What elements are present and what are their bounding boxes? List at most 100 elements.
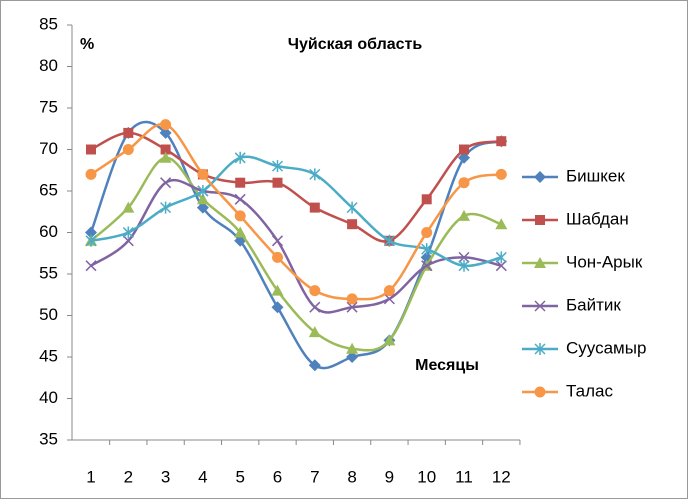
- x-tick-label: 6: [273, 467, 282, 486]
- data-point: [160, 144, 171, 155]
- legend-label: Шабдан: [566, 209, 629, 228]
- data-point: [234, 210, 246, 222]
- y-tick-label: 40: [39, 388, 58, 407]
- y-tick-label: 65: [39, 180, 58, 199]
- data-point: [272, 251, 283, 263]
- data-point: [495, 218, 508, 230]
- data-point: [383, 293, 395, 305]
- data-point: [271, 284, 284, 296]
- data-point: [234, 151, 246, 164]
- x-tick-label: 9: [385, 467, 394, 486]
- data-point: [197, 185, 209, 197]
- y-tick-label: 50: [39, 305, 58, 324]
- series-line: [90, 155, 502, 268]
- data-point: [346, 301, 358, 313]
- data-point: [85, 226, 97, 239]
- x-tick-label: 4: [198, 467, 207, 486]
- data-point: [234, 193, 246, 205]
- y-tick-label: 85: [39, 14, 58, 33]
- data-point: [159, 126, 172, 139]
- data-point: [196, 193, 209, 205]
- legend-marker: [534, 343, 546, 355]
- data-point: [458, 259, 470, 272]
- data-point: [85, 234, 97, 247]
- data-point: [346, 201, 358, 214]
- data-point: [197, 168, 209, 180]
- legend-label: Чон-Арык: [566, 252, 643, 271]
- legend-label: Бишкек: [566, 166, 625, 185]
- data-point: [123, 127, 134, 138]
- x-axis-label: Месяцы: [415, 357, 479, 374]
- data-point: [496, 136, 507, 147]
- data-point: [458, 151, 470, 164]
- data-point: [308, 326, 321, 338]
- data-point: [383, 285, 395, 297]
- legend-marker: [534, 257, 546, 268]
- data-point: [383, 234, 395, 247]
- data-point: [309, 301, 321, 313]
- data-point: [346, 351, 359, 363]
- y-tick-label: 35: [39, 429, 58, 448]
- data-point: [458, 209, 470, 221]
- y-axis-label: %: [80, 36, 94, 53]
- data-point: [196, 201, 209, 214]
- legend-label: Талас: [566, 381, 613, 400]
- x-tick-label: 1: [86, 467, 95, 486]
- y-tick-label: 60: [39, 222, 58, 241]
- x-tick-label: 3: [161, 467, 170, 486]
- x-tick-label: 5: [235, 467, 244, 486]
- data-point: [421, 243, 433, 256]
- data-point: [495, 260, 507, 272]
- data-point: [421, 194, 432, 205]
- data-point: [160, 201, 172, 214]
- data-point: [122, 201, 135, 213]
- data-point: [308, 359, 321, 372]
- data-point: [85, 260, 97, 272]
- data-point: [309, 168, 321, 181]
- data-point: [421, 260, 433, 272]
- data-point: [458, 177, 470, 189]
- data-point: [347, 219, 358, 230]
- x-tick-label: 11: [455, 467, 473, 486]
- x-tick-label: 7: [310, 467, 319, 486]
- y-tick-label: 75: [39, 97, 58, 116]
- data-point: [346, 293, 358, 305]
- y-tick-label: 70: [39, 139, 58, 158]
- data-point: [234, 226, 247, 238]
- legend-marker: [534, 171, 546, 183]
- data-point: [235, 177, 246, 188]
- data-point: [122, 235, 134, 247]
- x-tick-label: 10: [417, 467, 436, 486]
- chart-title: Чуйская область: [288, 36, 423, 53]
- x-tick-label: 2: [124, 467, 133, 486]
- data-point: [271, 301, 284, 314]
- legend-marker: [534, 300, 546, 312]
- data-point: [309, 285, 321, 297]
- data-point: [271, 235, 284, 247]
- data-point: [421, 227, 433, 238]
- legend-marker: [534, 386, 546, 398]
- y-tick-label: 55: [39, 263, 58, 282]
- data-point: [85, 168, 97, 180]
- y-tick-label: 80: [39, 56, 58, 75]
- x-tick-label: 12: [492, 467, 511, 486]
- data-point: [495, 251, 507, 264]
- data-point: [159, 151, 172, 163]
- y-tick-label: 45: [39, 346, 58, 365]
- data-point: [160, 177, 172, 189]
- data-point: [271, 160, 284, 173]
- legend-marker: [535, 215, 545, 225]
- data-point: [458, 251, 470, 263]
- legend-label: Суусамыр: [566, 338, 646, 357]
- data-point: [122, 226, 134, 239]
- legend-label: Байтик: [566, 295, 621, 314]
- data-point: [86, 144, 96, 155]
- data-point: [459, 144, 469, 155]
- data-point: [346, 342, 359, 354]
- data-point: [309, 202, 320, 213]
- x-tick-label: 8: [347, 467, 356, 486]
- data-point: [272, 177, 283, 188]
- data-point: [495, 168, 507, 180]
